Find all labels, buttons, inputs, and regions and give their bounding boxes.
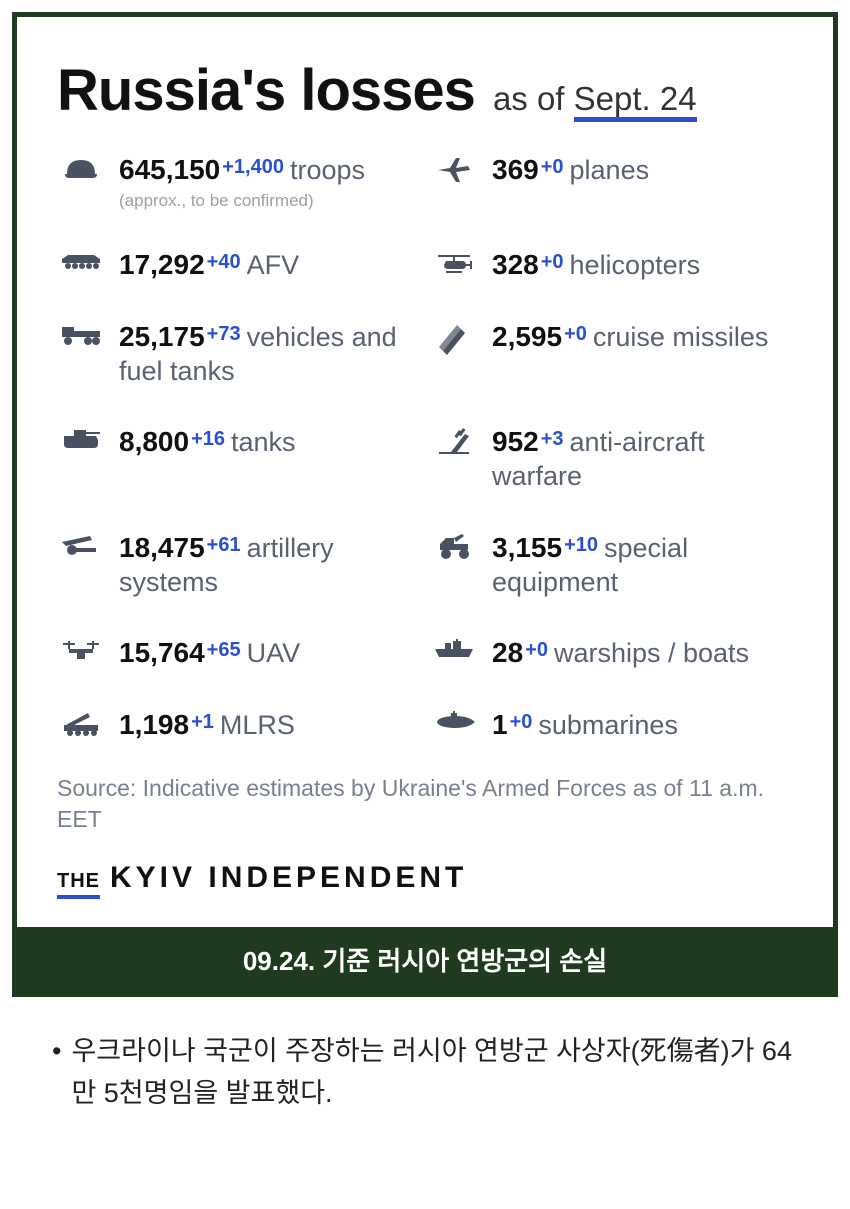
tank-icon xyxy=(57,424,105,450)
brand-row: THE KYIV INDEPENDENT xyxy=(57,861,793,899)
stat-delta: +0 xyxy=(541,251,564,273)
warship-icon xyxy=(430,635,478,659)
stat-delta: +3 xyxy=(541,428,564,450)
stat-text: 1,198+1 MLRS xyxy=(119,707,420,743)
card-inner: Russia's losses as of Sept. 24 645,150+1… xyxy=(17,17,833,927)
stat-special: 3,155+10special equipment xyxy=(430,530,793,600)
stat-value: 952 xyxy=(492,426,539,457)
stat-value: 328 xyxy=(492,249,539,280)
special-icon xyxy=(430,530,478,560)
stat-value: 2,595 xyxy=(492,321,562,352)
source-text: Source: Indicative estimates by Ukraine'… xyxy=(57,773,793,835)
stat-text: 15,764+65 UAV xyxy=(119,635,420,671)
stat-text: 2,595+0 cruise missiles xyxy=(492,319,793,355)
uav-icon xyxy=(57,635,105,661)
stat-delta: +0 xyxy=(564,323,587,345)
stat-value: 17,292 xyxy=(119,249,205,280)
stat-delta: +10 xyxy=(564,534,598,556)
bullet-item: • 우크라이나 국군이 주장하는 러시아 연방군 사상자(死傷者)가 64만 5… xyxy=(52,1031,816,1115)
stat-label: submarines xyxy=(538,710,678,740)
stat-troops: 645,150+1,400 troops (approx., to be conf… xyxy=(57,152,420,211)
stat-value: 28 xyxy=(492,637,523,668)
missile-icon xyxy=(430,319,478,357)
stat-vehicles: 25,175+73vehicles and fuel tanks xyxy=(57,319,420,389)
stat-missiles: 2,595+0 cruise missiles xyxy=(430,319,793,389)
stat-delta: +16 xyxy=(191,428,225,450)
stat-delta: +1,400 xyxy=(222,156,284,178)
stat-label: cruise missiles xyxy=(593,322,769,352)
stat-text: 17,292+40 AFV xyxy=(119,247,420,283)
truck-icon xyxy=(57,319,105,347)
stat-text: 3,155+10special equipment xyxy=(492,530,793,600)
stat-label: troops xyxy=(290,155,365,185)
caption-bar: 09.24. 기준 러시아 연방군의 손실 xyxy=(17,927,833,992)
bullet-text: 우크라이나 국군이 주장하는 러시아 연방군 사상자(死傷者)가 64만 5천명… xyxy=(71,1031,816,1115)
title-row: Russia's losses as of Sept. 24 xyxy=(57,57,793,124)
stat-value: 8,800 xyxy=(119,426,189,457)
stat-text: 952+3anti-aircraft warfare xyxy=(492,424,793,494)
title-asof: as of Sept. 24 xyxy=(493,80,697,118)
title-main: Russia's losses xyxy=(57,57,475,124)
stat-delta: +73 xyxy=(207,323,241,345)
stat-text: 8,800+16 tanks xyxy=(119,424,420,460)
stat-value: 1,198 xyxy=(119,709,189,740)
stat-afv: 17,292+40 AFV xyxy=(57,247,420,283)
asof-prefix: as of xyxy=(493,80,574,117)
afv-icon xyxy=(57,247,105,271)
stat-submarines: 1+0submarines xyxy=(430,707,793,743)
stat-delta: +65 xyxy=(207,639,241,661)
aa-icon xyxy=(430,424,478,456)
stat-label: UAV xyxy=(247,638,301,668)
stat-label: planes xyxy=(570,155,650,185)
helicopter-icon xyxy=(430,247,478,275)
stat-label: AFV xyxy=(247,250,300,280)
stat-label: MLRS xyxy=(220,710,295,740)
stat-planes: 369+0 planes xyxy=(430,152,793,211)
artillery-icon xyxy=(57,530,105,556)
stat-delta: +1 xyxy=(191,711,214,733)
submarine-icon xyxy=(430,707,478,729)
helmet-icon xyxy=(57,152,105,184)
bullet-block: • 우크라이나 국군이 주장하는 러시아 연방군 사상자(死傷者)가 64만 5… xyxy=(0,1009,850,1125)
stat-text: 25,175+73vehicles and fuel tanks xyxy=(119,319,420,389)
stat-label: helicopters xyxy=(570,250,701,280)
plane-icon xyxy=(430,152,478,184)
title-date: Sept. 24 xyxy=(574,80,697,122)
stat-artillery: 18,475+61artillery systems xyxy=(57,530,420,600)
stat-text: 18,475+61artillery systems xyxy=(119,530,420,600)
stat-value: 25,175 xyxy=(119,321,205,352)
stat-warships: 28+0 warships / boats xyxy=(430,635,793,671)
stat-subnote: (approx., to be confirmed) xyxy=(119,190,420,211)
stat-delta: +40 xyxy=(207,251,241,273)
stat-text: 28+0 warships / boats xyxy=(492,635,793,671)
stat-label: warships / boats xyxy=(554,638,749,668)
stat-text: 1+0submarines xyxy=(492,707,793,743)
brand-name: KYIV INDEPENDENT xyxy=(110,861,467,895)
stat-value: 369 xyxy=(492,154,539,185)
stat-label: tanks xyxy=(231,427,296,457)
stat-helicopters: 328+0 helicopters xyxy=(430,247,793,283)
stat-text: 645,150+1,400 troops (approx., to be conf… xyxy=(119,152,420,211)
mlrs-icon xyxy=(57,707,105,737)
stat-delta: +0 xyxy=(525,639,548,661)
stat-value: 3,155 xyxy=(492,532,562,563)
stat-text: 328+0 helicopters xyxy=(492,247,793,283)
stat-aa: 952+3anti-aircraft warfare xyxy=(430,424,793,494)
stats-grid: 645,150+1,400 troops (approx., to be conf… xyxy=(57,152,793,743)
stat-mlrs: 1,198+1 MLRS xyxy=(57,707,420,743)
stat-value: 645,150 xyxy=(119,154,220,185)
stat-value: 15,764 xyxy=(119,637,205,668)
stat-delta: +0 xyxy=(510,711,533,733)
infographic-card: Russia's losses as of Sept. 24 645,150+1… xyxy=(12,12,838,997)
stat-text: 369+0 planes xyxy=(492,152,793,188)
stat-uav: 15,764+65 UAV xyxy=(57,635,420,671)
stat-value: 1 xyxy=(492,709,508,740)
stat-delta: +0 xyxy=(541,156,564,178)
brand-the: THE xyxy=(57,870,100,899)
stat-delta: +61 xyxy=(207,534,241,556)
bullet-dot: • xyxy=(52,1031,61,1115)
stat-tanks: 8,800+16 tanks xyxy=(57,424,420,494)
stat-value: 18,475 xyxy=(119,532,205,563)
